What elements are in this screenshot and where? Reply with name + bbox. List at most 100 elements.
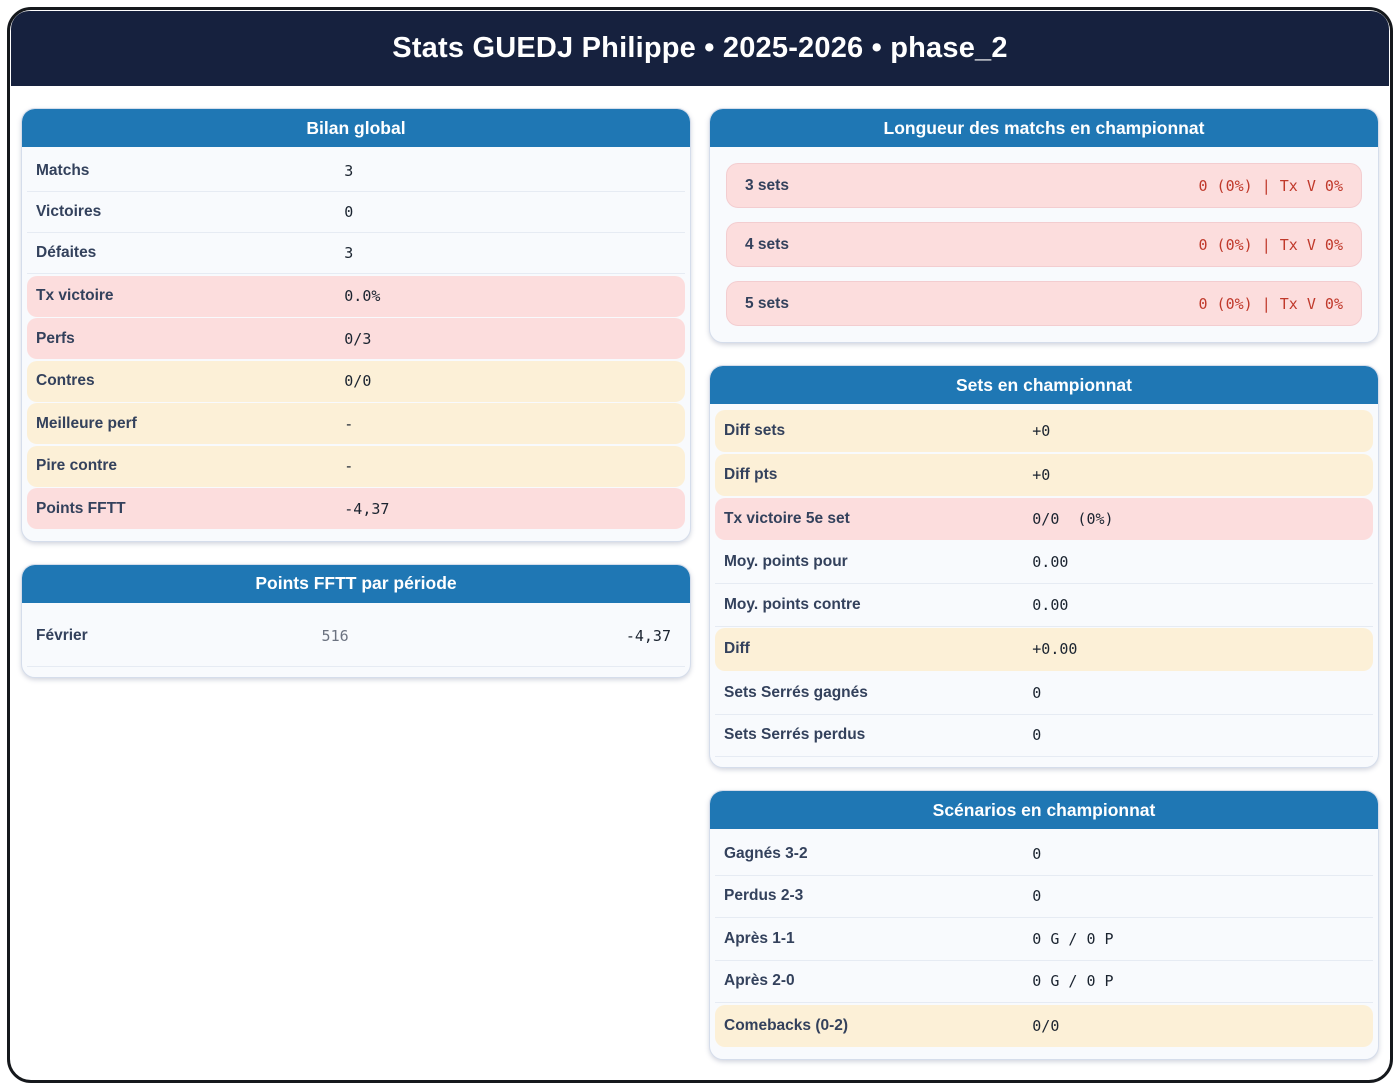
card-scenarios-championnat: Scénarios en championnat Gagnés 3-2 0 Pe…: [709, 790, 1379, 1060]
stat-row: Pire contre -: [27, 445, 685, 487]
match-length-label: 4 sets: [745, 235, 789, 253]
match-length-value: 0 (0%) | Tx V 0%: [1198, 235, 1344, 254]
stat-row-value: 0: [1032, 683, 1042, 702]
page-title: Stats GUEDJ Philippe • 2025-2026 • phase…: [392, 32, 1008, 64]
stat-row-value: 0/0: [1032, 1016, 1060, 1035]
stat-row: Victoires 0: [27, 192, 685, 233]
stat-row-label: Moy. points pour: [724, 553, 848, 571]
stat-row-value: +0.00: [1032, 640, 1078, 659]
stat-row-value: 0: [1032, 887, 1042, 906]
stat-row: Matchs 3: [27, 151, 685, 192]
stat-row-label: Diff sets: [724, 421, 786, 439]
stat-row-value: 0 G / 0 P: [1032, 929, 1114, 948]
app-header: Stats GUEDJ Philippe • 2025-2026 • phase…: [11, 11, 1389, 86]
stat-row-value: 0/0: [344, 372, 372, 390]
match-length-value: 0 (0%) | Tx V 0%: [1198, 294, 1344, 313]
stat-row-value: 3: [344, 244, 354, 262]
stat-row-label: Diff: [724, 640, 750, 658]
stat-row: Diff pts +0: [715, 453, 1373, 496]
stat-row-label: Diff pts: [724, 465, 778, 483]
card-points-periode-body: Février 516 -4,37: [22, 603, 690, 677]
stat-row-value: -4,37: [344, 499, 390, 518]
stat-row-label: Comebacks (0-2): [724, 1016, 849, 1034]
stat-row-value: 0.0%: [344, 287, 381, 305]
match-length-label: 5 sets: [745, 294, 789, 312]
stat-row-value: 0: [344, 203, 354, 221]
card-sets-championnat-header: Sets en championnat: [710, 366, 1378, 404]
stat-row-label: Perfs: [36, 329, 75, 347]
stat-row: Moy. points contre 0.00: [715, 584, 1373, 627]
stat-row-label: Après 1-1: [724, 929, 795, 947]
match-length-row: 3 sets 0 (0%) | Tx V 0%: [726, 163, 1362, 208]
stat-row-value: 0/0 (0%): [1032, 509, 1114, 528]
stat-row: Points FFTT -4,37: [27, 488, 685, 529]
stat-row-label: Pire contre: [36, 457, 117, 474]
card-longueur-matchs-body: 3 sets 0 (0%) | Tx V 0% 4 sets 0 (0%) | …: [710, 147, 1378, 342]
stat-row-label: Défaites: [36, 244, 97, 261]
stat-row-value: +0: [1032, 421, 1051, 440]
periode-delta-points: -4,37: [625, 627, 671, 645]
match-length-label: 3 sets: [745, 176, 789, 194]
card-points-periode: Points FFTT par période Février 516 -4,3…: [21, 563, 691, 678]
stat-row-label: Sets Serrés perdus: [724, 726, 866, 744]
periode-official-points: 516: [321, 627, 349, 645]
stat-row-label: Après 2-0: [724, 972, 795, 990]
stat-row-label: Gagnés 3-2: [724, 844, 808, 862]
stat-row: Diff sets +0: [715, 409, 1373, 452]
card-points-periode-header: Points FFTT par période: [22, 564, 690, 603]
stat-row: Diff +0.00: [715, 628, 1373, 671]
content-area: Bilan global Matchs 3 Victoires 0 Défait…: [10, 86, 1390, 1080]
match-length-row: 5 sets 0 (0%) | Tx V 0%: [726, 281, 1362, 326]
card-title: Scénarios en championnat: [932, 799, 1156, 820]
stat-row: Meilleure perf -: [27, 403, 685, 444]
stat-row-label: Moy. points contre: [724, 595, 861, 613]
stat-row: Après 1-1 0 G / 0 P: [715, 918, 1373, 961]
stat-row-label: Tx victoire 5e set: [724, 509, 850, 527]
card-title: Bilan global: [306, 117, 406, 138]
stat-row-value: -: [344, 414, 354, 433]
page-frame: Stats GUEDJ Philippe • 2025-2026 • phase…: [7, 7, 1393, 1083]
right-column: Longueur des matchs en championnat 3 set…: [709, 108, 1379, 1080]
stat-row-label: Sets Serrés gagnés: [724, 683, 868, 701]
stat-row-label: Contres: [36, 372, 95, 389]
stat-row: Sets Serrés gagnés 0: [715, 672, 1373, 715]
stat-row-label: Points FFTT: [36, 499, 126, 517]
card-title: Longueur des matchs en championnat: [883, 117, 1205, 138]
stat-row-label: Perdus 2-3: [724, 887, 804, 905]
stat-row: Gagnés 3-2 0: [715, 833, 1373, 876]
match-length-row: 4 sets 0 (0%) | Tx V 0%: [726, 222, 1362, 267]
stat-row: Contres 0/0: [27, 360, 685, 402]
stat-row-label: Victoires: [36, 203, 102, 220]
stat-row-value: 0.00: [1032, 595, 1069, 614]
card-title: Points FFTT par période: [255, 573, 457, 593]
stat-row: Moy. points pour 0.00: [715, 542, 1373, 584]
stat-row: Sets Serrés perdus 0: [715, 715, 1373, 757]
periode-row: Février 516 -4,37: [27, 607, 685, 667]
card-sets-championnat-body: Diff sets +0 Diff pts +0 Tx victoire 5e …: [710, 404, 1378, 767]
card-scenarios-championnat-body: Gagnés 3-2 0 Perdus 2-3 0 Après 1-1 0 G …: [710, 829, 1378, 1059]
stat-row-label: Matchs: [36, 162, 90, 179]
stat-row: Après 2-0 0 G / 0 P: [715, 961, 1373, 1003]
stat-row: Défaites 3: [27, 233, 685, 274]
periode-label: Février: [36, 627, 88, 644]
card-bilan-global: Bilan global Matchs 3 Victoires 0 Défait…: [21, 108, 691, 542]
card-sets-championnat: Sets en championnat Diff sets +0 Diff pt…: [709, 365, 1379, 768]
stat-row: Perdus 2-3 0: [715, 876, 1373, 918]
card-title: Sets en championnat: [955, 374, 1132, 395]
stat-row-value: 0 G / 0 P: [1032, 972, 1114, 991]
stat-row-value: +0: [1032, 465, 1051, 484]
card-longueur-matchs: Longueur des matchs en championnat 3 set…: [709, 108, 1379, 343]
card-scenarios-championnat-header: Scénarios en championnat: [710, 791, 1378, 829]
stat-row-value: 0: [1032, 844, 1042, 863]
stat-row-value: 0/3: [344, 329, 372, 348]
card-bilan-global-header: Bilan global: [22, 109, 690, 147]
stat-row-label: Tx victoire: [36, 287, 114, 304]
stat-row-value: 0.00: [1032, 553, 1069, 572]
stat-row: Tx victoire 0.0%: [27, 275, 685, 317]
stat-row-value: 3: [344, 162, 354, 180]
stat-row: Tx victoire 5e set 0/0 (0%): [715, 497, 1373, 540]
stat-row-value: 0: [1032, 726, 1042, 745]
stat-row: Comebacks (0-2) 0/0: [715, 1004, 1373, 1047]
left-column: Bilan global Matchs 3 Victoires 0 Défait…: [21, 108, 691, 700]
stat-row-value: -: [344, 457, 354, 475]
